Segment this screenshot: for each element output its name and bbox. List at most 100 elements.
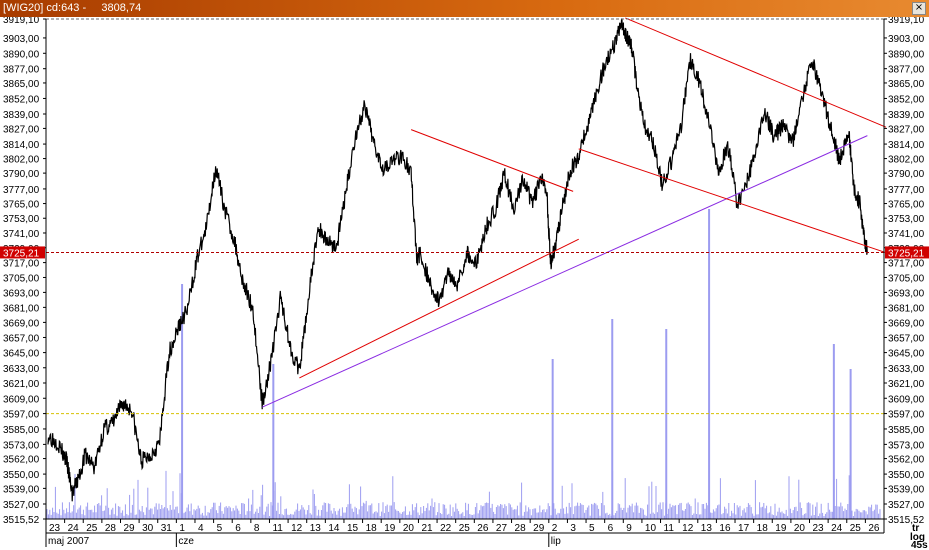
- x-day-label: 21: [421, 523, 433, 534]
- y-tick-label: 3681,00: [3, 303, 40, 314]
- tr-indicator[interactable]: tr: [912, 523, 919, 534]
- trendline-red: [299, 238, 579, 379]
- x-day-label: 26: [477, 523, 489, 534]
- current-value-box-left: [0, 246, 45, 259]
- x-day-label: 28: [515, 523, 527, 534]
- x-day-label: 5: [217, 523, 223, 534]
- y-tick-label: 3597,00: [888, 410, 925, 421]
- y-tick-label: 3669,00: [888, 318, 925, 329]
- x-day-label: 5: [589, 523, 595, 534]
- x-day-label: 10: [645, 523, 657, 534]
- y-tick-label: 3827,00: [888, 124, 925, 135]
- y-tick-label: 3515,52: [888, 515, 925, 526]
- y-tick-label: 3585,00: [888, 425, 925, 436]
- volume-bars: [46, 209, 881, 519]
- x-day-label: 28: [105, 523, 117, 534]
- x-day-label: 12: [291, 523, 303, 534]
- y-tick-label: 3790,00: [3, 169, 40, 180]
- x-day-label: 15: [347, 523, 359, 534]
- x-day-label: 16: [719, 523, 731, 534]
- y-tick-label: 3550,00: [3, 470, 40, 481]
- trendlines: [261, 17, 887, 408]
- x-day-label: 13: [310, 523, 322, 534]
- trendline-red: [410, 129, 574, 192]
- x-day-label: 20: [794, 523, 806, 534]
- y-tick-label: 3877,00: [3, 65, 40, 76]
- x-day-label: 24: [831, 523, 843, 534]
- y-tick-label: 3562,00: [3, 455, 40, 466]
- x-day-label: 25: [459, 523, 471, 534]
- x-month-label: cze: [178, 536, 194, 547]
- y-tick-label: 3877,00: [888, 65, 925, 76]
- log-toggle[interactable]: log: [910, 532, 925, 543]
- y-tick-label: 3890,00: [3, 49, 40, 60]
- y-tick-label: 3550,00: [888, 470, 925, 481]
- x-day-label: 18: [757, 523, 769, 534]
- y-tick-label: 3753,00: [3, 214, 40, 225]
- y-tick-label: 3814,00: [3, 140, 40, 151]
- y-tick-label: 3539,00: [3, 484, 40, 495]
- left-y-axis: 3919,10 3903,00 3890,00 3877,00 3865,00 3852,…: [3, 17, 46, 526]
- y-tick-label: 3515,52: [3, 515, 40, 526]
- x-day-label: 14: [328, 523, 340, 534]
- y-tick-label: 3645,00: [3, 349, 40, 360]
- y-tick-label: 3527,00: [3, 500, 40, 511]
- x-day-label: 3: [570, 523, 576, 534]
- axes: [45, 19, 885, 534]
- y-tick-label: 3609,00: [3, 394, 40, 405]
- y-tick-label: 3777,00: [3, 185, 40, 196]
- trendline-red: [578, 148, 887, 254]
- y-tick-label: 3865,00: [3, 79, 40, 90]
- x-day-label: 11: [664, 523, 675, 534]
- x-day-label: 23: [49, 523, 61, 534]
- x-day-label: 19: [775, 523, 787, 534]
- x-day-label: 8: [254, 523, 260, 534]
- y-tick-label: 3903,00: [888, 34, 925, 45]
- y-tick-label: 3669,00: [3, 318, 40, 329]
- y-tick-label: 3765,00: [888, 200, 925, 211]
- x-day-label: 23: [813, 523, 825, 534]
- x-day-label: 29: [123, 523, 135, 534]
- x-day-label: 4: [198, 523, 204, 534]
- y-tick-label: 3573,00: [3, 440, 40, 451]
- x-day-label: 12: [682, 523, 694, 534]
- window-title: [WIG20] cd:643 - 3808,74: [3, 2, 142, 14]
- y-tick-label: 3827,00: [3, 124, 40, 135]
- x-day-label: 24: [68, 523, 80, 534]
- price-line: [47, 18, 868, 502]
- y-tick-label: 3573,00: [888, 440, 925, 451]
- x-day-label: 11: [272, 523, 283, 534]
- y-tick-label: 3865,00: [888, 79, 925, 90]
- y-tick-label: 3852,00: [888, 94, 925, 105]
- y-tick-label: 3657,00: [3, 333, 40, 344]
- x-day-label: 20: [403, 523, 415, 534]
- right-y-axis: 3919,10 3903,00 3890,00 3877,00 3865,00 3852,…: [884, 17, 925, 526]
- y-tick-label: 3777,00: [888, 185, 925, 196]
- y-tick-label: 3741,00: [3, 229, 40, 240]
- interval-label[interactable]: 45s: [911, 540, 928, 550]
- y-tick-label: 3645,00: [888, 349, 925, 360]
- x-day-label: 9: [626, 523, 632, 534]
- current-value-label-right: 3725,21: [888, 248, 925, 259]
- price-series: [47, 18, 868, 502]
- x-day-label: 27: [496, 523, 508, 534]
- y-tick-label: 3717,00: [888, 259, 925, 270]
- x-day-label: 19: [384, 523, 396, 534]
- x-day-label: 25: [850, 523, 862, 534]
- current-value-markers: 3725,21 3725,21: [0, 246, 929, 259]
- x-day-label: 6: [235, 523, 241, 534]
- close-button[interactable]: ×: [912, 2, 926, 15]
- x-day-label: 22: [440, 523, 452, 534]
- y-tick-label: 3705,00: [3, 273, 40, 284]
- y-tick-label: 3597,00: [3, 410, 40, 421]
- x-day-label: 31: [161, 523, 173, 534]
- current-value-label-left: 3725,21: [3, 248, 40, 259]
- y-tick-label: 3633,00: [3, 364, 40, 375]
- x-day-label: 30: [142, 523, 154, 534]
- x-day-label: 25: [86, 523, 98, 534]
- y-tick-label: 3814,00: [888, 140, 925, 151]
- y-tick-label: 3919,10: [3, 17, 40, 26]
- trendline-red: [625, 17, 887, 128]
- y-tick-label: 3717,00: [3, 259, 40, 270]
- x-day-label: 18: [366, 523, 378, 534]
